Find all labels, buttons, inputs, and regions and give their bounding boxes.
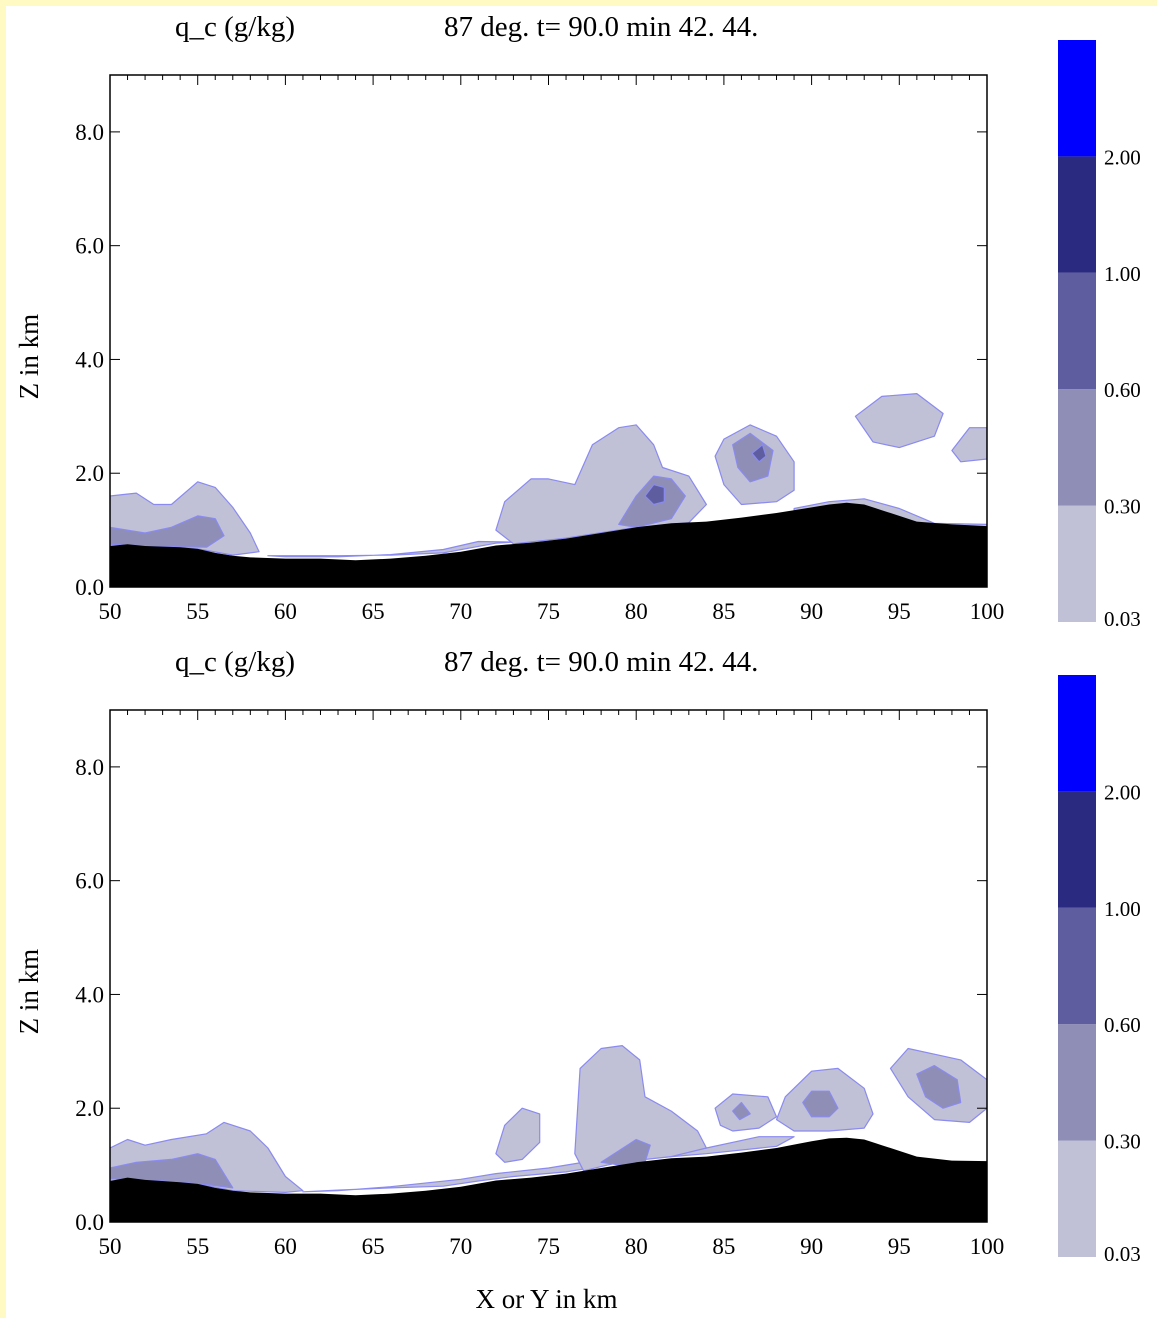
colorbar-label: 1.00 bbox=[1104, 897, 1141, 921]
terrain bbox=[110, 502, 987, 587]
cloud-region bbox=[495, 1107, 541, 1163]
colorbar-label: 0.60 bbox=[1104, 1013, 1141, 1037]
x-tick-label: 65 bbox=[362, 1234, 385, 1259]
colorbar-label: 0.03 bbox=[1104, 607, 1141, 631]
y-tick-label: 2.0 bbox=[75, 1096, 104, 1121]
chart-subtitle: 87 deg. t= 90.0 min 42. 44. bbox=[444, 11, 758, 43]
cloud-region bbox=[644, 484, 665, 506]
y-axis-label: Z in km bbox=[14, 314, 44, 400]
chart-subtitle: 87 deg. t= 90.0 min 42. 44. bbox=[444, 646, 758, 678]
chart-title: q_c (g/kg) bbox=[175, 11, 295, 43]
y-tick-label: 0.0 bbox=[75, 575, 104, 600]
cloud-region bbox=[854, 393, 944, 449]
colorbar-label: 0.60 bbox=[1104, 378, 1141, 402]
contour-layer bbox=[110, 1045, 987, 1222]
x-axis-label: X or Y in km bbox=[476, 1284, 618, 1314]
colorbar-swatch bbox=[1058, 272, 1096, 390]
colorbar-label: 2.00 bbox=[1104, 145, 1141, 169]
colorbar-swatch bbox=[1058, 907, 1096, 1025]
x-tick-label: 55 bbox=[186, 599, 209, 624]
colorbar-label: 0.30 bbox=[1104, 1130, 1141, 1154]
x-tick-label: 70 bbox=[449, 1234, 472, 1259]
x-tick-label: 65 bbox=[362, 599, 385, 624]
x-tick-label: 70 bbox=[449, 599, 472, 624]
colorbar-swatch bbox=[1058, 1140, 1096, 1257]
x-tick-label: 100 bbox=[970, 599, 1005, 624]
x-tick-label: 60 bbox=[274, 1234, 297, 1259]
chart-panel-1: q_c (g/kg) 87 deg. t= 90.0 min 42. 44. 50 5… bbox=[14, 11, 1141, 631]
y-tick-label: 4.0 bbox=[75, 982, 104, 1007]
chart-title: q_c (g/kg) bbox=[175, 646, 295, 678]
cloud-region bbox=[302, 1136, 795, 1193]
cloud-region bbox=[951, 427, 987, 463]
colorbar-label: 0.30 bbox=[1104, 495, 1141, 519]
x-tick-label: 100 bbox=[970, 1234, 1005, 1259]
x-tick-label: 50 bbox=[99, 1234, 122, 1259]
x-tick-label: 85 bbox=[712, 1234, 735, 1259]
colorbar-label: 0.03 bbox=[1104, 1242, 1141, 1266]
colorbar-swatch bbox=[1058, 389, 1096, 506]
cloud-region bbox=[751, 444, 767, 463]
x-tick-label: 55 bbox=[186, 1234, 209, 1259]
x-tick-label: 80 bbox=[625, 1234, 648, 1259]
colorbar-label: 1.00 bbox=[1104, 262, 1141, 286]
y-tick-label: 8.0 bbox=[75, 120, 104, 145]
y-tick-label: 8.0 bbox=[75, 755, 104, 780]
y-tick-label: 4.0 bbox=[75, 347, 104, 372]
y-tick-label: 0.0 bbox=[75, 1210, 104, 1235]
colorbar-swatch bbox=[1058, 40, 1096, 157]
chart-panel-2: q_c (g/kg) 87 deg. t= 90.0 min 42. 44. 50 5… bbox=[14, 646, 1141, 1314]
x-tick-label: 50 bbox=[99, 599, 122, 624]
x-tick-label: 75 bbox=[537, 599, 560, 624]
y-tick-label: 6.0 bbox=[75, 234, 104, 259]
cloud-region bbox=[732, 1101, 751, 1121]
x-tick-label: 60 bbox=[274, 599, 297, 624]
colorbar-swatch bbox=[1058, 505, 1096, 622]
colorbar-swatch bbox=[1058, 1024, 1096, 1141]
cloud-region bbox=[916, 1065, 962, 1109]
x-tick-label: 95 bbox=[888, 599, 911, 624]
top-border bbox=[0, 0, 1157, 6]
cloud-region bbox=[267, 540, 514, 558]
terrain bbox=[110, 1137, 987, 1222]
y-axis-label: Z in km bbox=[14, 949, 44, 1035]
x-tick-label: 75 bbox=[537, 1234, 560, 1259]
colorbar-swatch bbox=[1058, 156, 1096, 273]
colorbar-swatch bbox=[1058, 791, 1096, 908]
colorbar-label: 2.00 bbox=[1104, 780, 1141, 804]
y-tick-label: 2.0 bbox=[75, 461, 104, 486]
cloud-region bbox=[802, 1090, 839, 1118]
contour-layer bbox=[110, 393, 987, 587]
colorbar-swatch bbox=[1058, 675, 1096, 792]
left-border bbox=[0, 0, 6, 1318]
x-tick-label: 90 bbox=[800, 599, 823, 624]
y-tick-label: 6.0 bbox=[75, 869, 104, 894]
x-tick-label: 80 bbox=[625, 599, 648, 624]
x-tick-label: 95 bbox=[888, 1234, 911, 1259]
x-tick-label: 90 bbox=[800, 1234, 823, 1259]
x-tick-label: 85 bbox=[712, 599, 735, 624]
